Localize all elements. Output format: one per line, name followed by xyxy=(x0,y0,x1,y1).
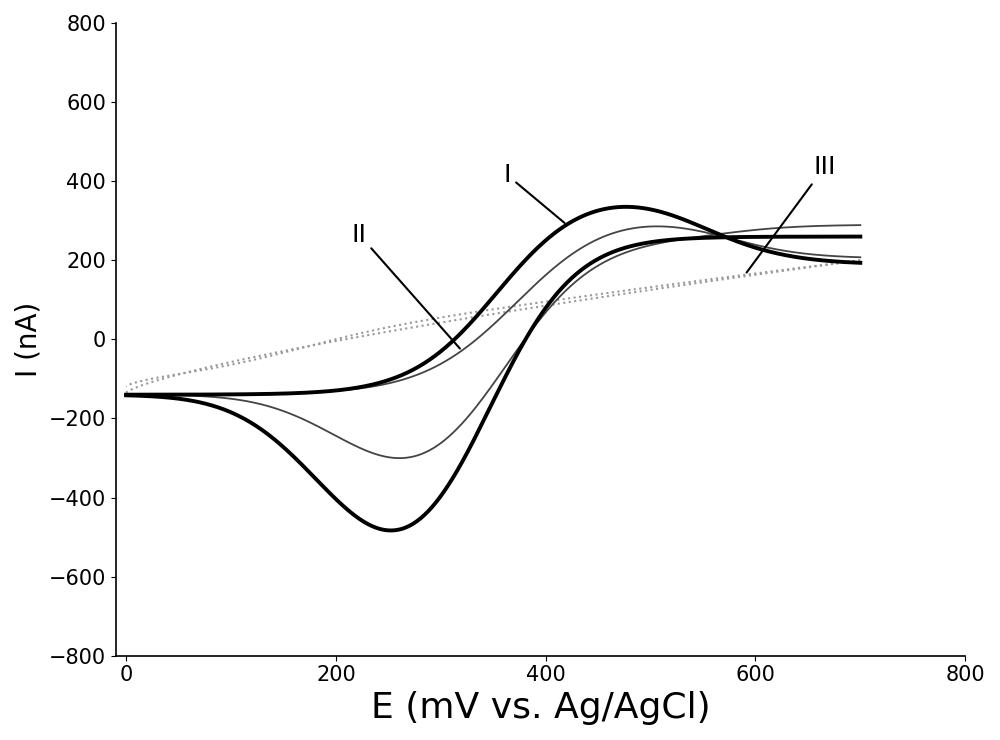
Y-axis label: I (nA): I (nA) xyxy=(15,302,43,377)
X-axis label: E (mV vs. Ag/AgCl): E (mV vs. Ag/AgCl) xyxy=(371,691,710,725)
Text: I: I xyxy=(504,164,565,223)
Text: III: III xyxy=(747,155,836,272)
Text: II: II xyxy=(352,223,460,349)
